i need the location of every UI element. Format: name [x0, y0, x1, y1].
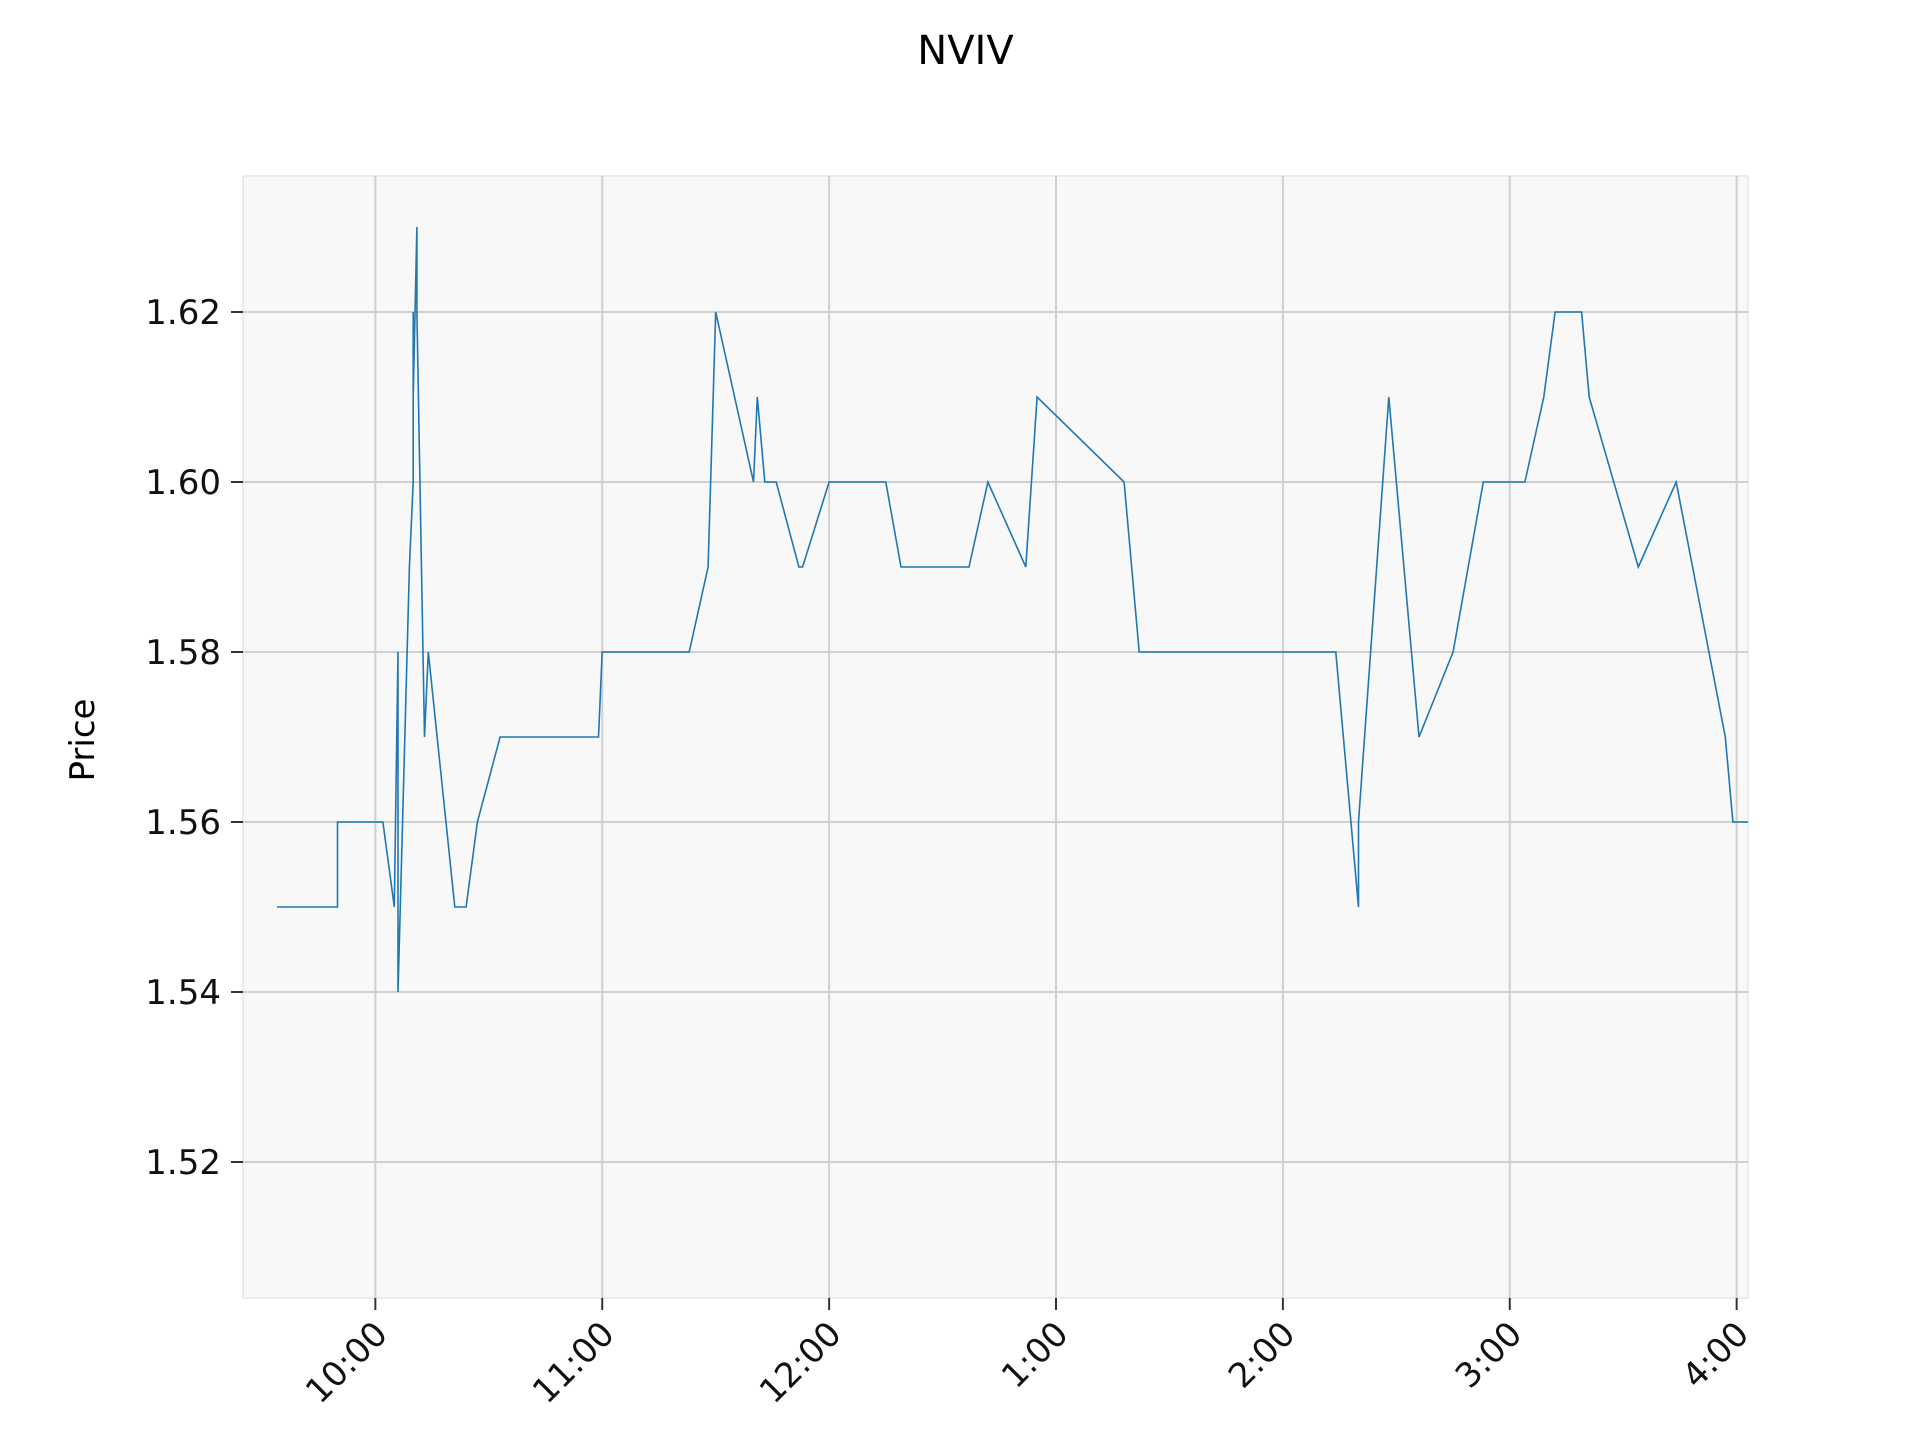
- x-tick-label: 1:00: [994, 1314, 1076, 1396]
- y-tick-label: 1.62: [145, 293, 221, 333]
- y-tick-label: 1.58: [145, 633, 221, 673]
- y-tick-label: 1.60: [145, 463, 221, 503]
- chart-title: NVIV: [917, 28, 1014, 74]
- x-tick-label: 2:00: [1221, 1314, 1303, 1396]
- plot-area: [242, 175, 1749, 1299]
- y-axis-label: Price: [63, 699, 103, 782]
- x-tick-label: 3:00: [1448, 1314, 1530, 1396]
- price-line: [277, 226, 1748, 993]
- x-tick-label: 11:00: [525, 1314, 623, 1412]
- y-tick-label: 1.56: [145, 803, 221, 843]
- x-tick-label: 4:00: [1675, 1314, 1757, 1396]
- y-tick-label: 1.54: [145, 973, 221, 1013]
- series-layer: [277, 226, 1748, 993]
- x-tick-label: 12:00: [752, 1314, 850, 1412]
- y-tick-label: 1.52: [145, 1143, 221, 1183]
- x-tick-label: 10:00: [298, 1314, 396, 1412]
- grid: [243, 176, 1748, 1298]
